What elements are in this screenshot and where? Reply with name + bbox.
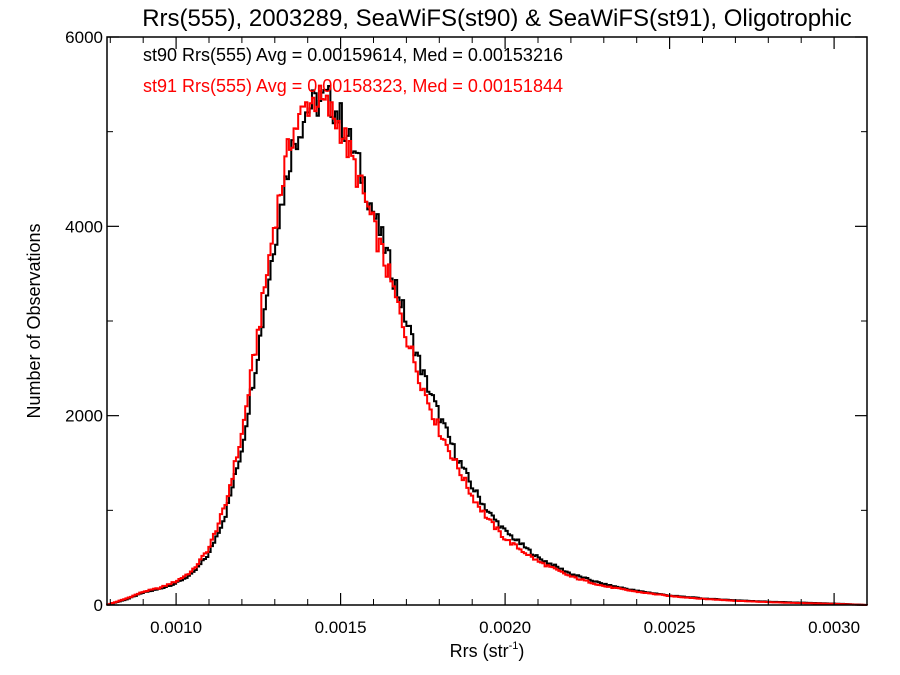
x-axis-label: Rrs (str-1) [450, 640, 525, 661]
x-tick-label: 0.0030 [808, 618, 860, 637]
x-tick-label: 0.0015 [315, 618, 367, 637]
x-axis-label-sup: -1 [509, 640, 519, 652]
y-tick-label: 4000 [65, 217, 103, 236]
series-line-0 [106, 85, 868, 606]
ticks-layer: 0.0010 0.0015 0.0020 0.0025 0.0030 0 2000 4000 6… [65, 28, 868, 637]
series-line-1 [106, 84, 868, 606]
chart-title: Rrs(555), 2003289, SeaWiFS(st90) & SeaWi… [142, 5, 852, 32]
y-tick-label: 2000 [65, 407, 103, 426]
x-axis-label-main: Rrs (str [450, 641, 509, 661]
y-axis-label: Number of Observations [24, 223, 44, 418]
annotation-st90: st90 Rrs(555) Avg = 0.00159614, Med = 0.… [143, 45, 563, 65]
y-tick-label: 0 [94, 596, 103, 615]
annotation-st91: st91 Rrs(555) Avg = 0.00158323, Med = 0.… [143, 76, 563, 96]
x-tick-label: 0.0010 [150, 618, 202, 637]
x-tick-label: 0.0020 [479, 618, 531, 637]
x-axis-label-close: ) [518, 641, 524, 661]
y-tick-label: 6000 [65, 28, 103, 47]
x-tick-label: 0.0025 [644, 618, 696, 637]
series-layer [106, 84, 868, 606]
